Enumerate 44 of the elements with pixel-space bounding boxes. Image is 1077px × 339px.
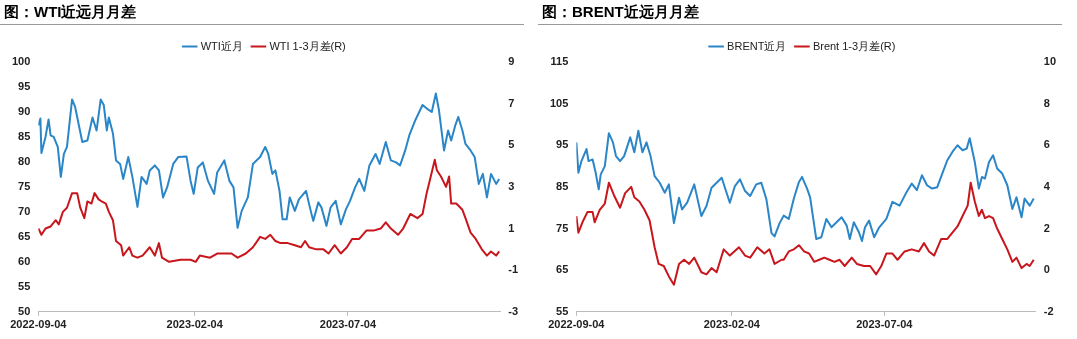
x-tick-label: 2023-07-04 <box>856 318 914 331</box>
y-tick-label: 50 <box>18 304 31 317</box>
y2-tick-label: 5 <box>508 138 515 151</box>
y-tick-label: 65 <box>18 229 31 242</box>
y-tick-label: 85 <box>18 129 31 142</box>
y-tick-label: 55 <box>556 304 569 317</box>
y-tick-label: 95 <box>556 138 569 151</box>
y2-tick-label: 9 <box>508 55 515 68</box>
x-tick-label: 2023-02-04 <box>166 318 224 331</box>
y-tick-label: 95 <box>18 80 31 93</box>
y-tick-label: 75 <box>18 179 31 192</box>
x-tick-label: 2023-02-04 <box>703 318 761 331</box>
x-tick-label: 2023-07-04 <box>319 318 377 331</box>
y-tick-label: 80 <box>18 154 31 167</box>
y2-tick-label: 0 <box>1043 263 1050 276</box>
x-tick-label: 2022-09-04 <box>548 318 606 331</box>
y2-tick-label: -1 <box>508 263 518 276</box>
legend-label: WTI 1-3月差(R) <box>269 39 346 52</box>
y-tick-label: 75 <box>556 221 569 234</box>
y-tick-label: 60 <box>18 254 31 267</box>
legend-label: BRENT近月 <box>727 39 787 52</box>
y-tick-label: 70 <box>18 204 31 217</box>
y2-tick-label: 7 <box>508 96 515 109</box>
legend-label: Brent 1-3月差(R) <box>812 39 896 52</box>
y-tick-label: 115 <box>550 55 569 68</box>
y2-tick-label: 1 <box>508 221 515 234</box>
y2-tick-label: 6 <box>1043 138 1050 151</box>
y-tick-label: 85 <box>556 179 569 192</box>
y-tick-label: 100 <box>11 55 31 68</box>
chart-title: 图：BRENT近远月月差 <box>538 0 1062 25</box>
y2-tick-label: 8 <box>1043 96 1050 109</box>
y2-tick-label: 3 <box>508 179 515 192</box>
y-tick-label: 55 <box>18 279 31 292</box>
y-tick-label: 90 <box>18 104 31 117</box>
y-tick-label: 65 <box>556 263 569 276</box>
y2-tick-label: -3 <box>508 304 518 317</box>
chart-title: 图：WTI近远月月差 <box>0 0 524 25</box>
y2-tick-label: 4 <box>1043 179 1051 192</box>
x-tick-label: 2022-09-04 <box>10 318 68 331</box>
y2-tick-label: -2 <box>1043 304 1054 317</box>
y2-tick-label: 10 <box>1043 55 1057 68</box>
y2-tick-label: 2 <box>1043 221 1050 234</box>
legend-label: WTI近月 <box>200 39 243 52</box>
y-tick-label: 105 <box>549 96 569 109</box>
